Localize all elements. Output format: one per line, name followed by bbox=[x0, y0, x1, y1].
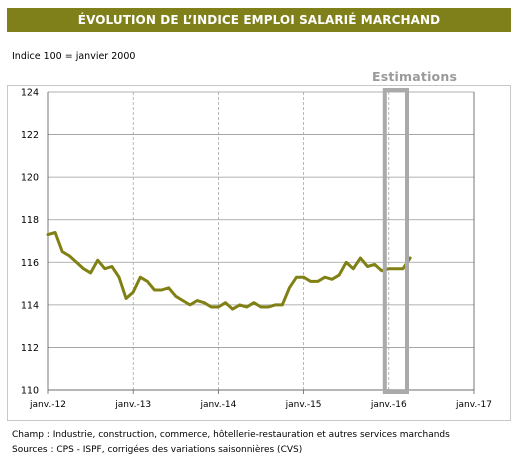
y-tick-label: 116 bbox=[21, 258, 39, 269]
y-tick-label: 112 bbox=[21, 343, 39, 354]
estimations-label: Estimations bbox=[372, 69, 458, 84]
footer-champ: Champ : Industrie, construction, commerc… bbox=[12, 430, 450, 440]
y-tick-label: 110 bbox=[21, 386, 39, 397]
x-tick-label: janv.-16 bbox=[370, 400, 407, 410]
y-tick-label: 120 bbox=[21, 173, 39, 184]
estimation-box bbox=[382, 88, 409, 394]
x-tick-label: janv.-14 bbox=[199, 400, 236, 410]
x-tick-label: janv.-17 bbox=[455, 400, 492, 410]
y-tick-label: 124 bbox=[21, 88, 39, 99]
y-tick-label: 118 bbox=[21, 215, 39, 226]
index-base-note: Indice 100 = janvier 2000 bbox=[12, 51, 136, 62]
x-tick-label: janv.-12 bbox=[29, 400, 66, 410]
series-line bbox=[46, 231, 412, 311]
y-tick-label: 114 bbox=[21, 300, 39, 311]
chart-title: ÉVOLUTION DE L’INDICE EMPLOI SALARIÉ MAR… bbox=[7, 8, 511, 32]
x-tick-label: janv.-15 bbox=[285, 400, 322, 410]
chart-frame bbox=[7, 85, 511, 421]
x-tick-label: janv.-13 bbox=[114, 400, 151, 410]
footer-sources: Sources : CPS - ISPF, corrigées des vari… bbox=[12, 445, 303, 455]
y-tick-label: 122 bbox=[21, 130, 39, 141]
